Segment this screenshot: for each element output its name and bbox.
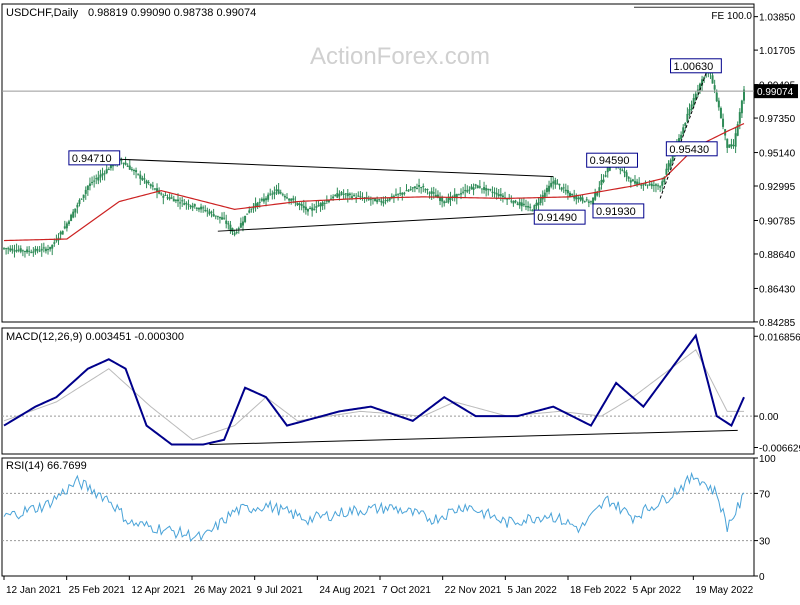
x-tick-label: 26 May 2021 (194, 585, 252, 596)
price-annotation-box (68, 150, 121, 166)
price-ytick-label: 0.95140 (759, 149, 796, 160)
price-annotation-label: 1.00630 (674, 61, 714, 73)
moving-average-line (3, 122, 745, 242)
price-annotation-box (670, 58, 722, 74)
price-ytick-label: 1.01705 (759, 46, 796, 57)
macd-title: MACD(12,26,9) 0.003451 -0.000300 (6, 331, 184, 343)
price-annotation-box (586, 152, 638, 168)
price-ytick-label: 0.97350 (759, 114, 796, 125)
price-annotation-box (665, 141, 718, 157)
macd-ytick-label: -0.006629 (759, 444, 800, 455)
x-tick-label: 5 Jan 2022 (507, 585, 557, 596)
price-ytick-label: 1.03850 (759, 13, 796, 24)
rsi-ytick-label: 70 (759, 489, 771, 500)
rsi-title: RSI(14) 66.7699 (6, 460, 87, 472)
rsi-ytick-label: 30 (759, 537, 771, 548)
trendline (217, 212, 545, 232)
x-tick-label: 18 Feb 2022 (570, 585, 627, 596)
rsi-pane-frame (1, 457, 755, 577)
current-price-tag-label: 0.99074 (757, 87, 794, 98)
price-annotation-box (592, 203, 645, 219)
x-tick-label: 22 Nov 2021 (445, 585, 502, 596)
price-ytick-label: 0.92995 (759, 182, 796, 193)
fe-label: FE 100.0 (711, 11, 752, 22)
x-tick-label: 25 Feb 2021 (69, 585, 126, 596)
macd-ytick-label: 0.00 (759, 412, 779, 423)
x-tick-label: 12 Jan 2021 (6, 585, 61, 596)
macd-line (3, 333, 745, 446)
x-tick-label: 7 Oct 2021 (382, 585, 431, 596)
price-ytick-label: 0.88640 (759, 250, 796, 261)
rsi-line (3, 471, 745, 543)
rsi-ytick-label: 100 (759, 454, 776, 465)
watermark: ActionForex.com (310, 43, 490, 70)
price-annotation-label: 0.91490 (537, 212, 577, 224)
macd-signal-line (3, 349, 744, 441)
macd-ytick-label: 0.016856 (759, 332, 800, 343)
current-price-tag (754, 84, 798, 99)
rsi-ytick-label: 0 (759, 572, 765, 583)
trendline (659, 66, 709, 199)
price-annotation-label: 0.95430 (669, 144, 709, 156)
price-ytick-label: 0.90785 (759, 216, 796, 227)
x-tick-label: 24 Aug 2021 (319, 585, 376, 596)
x-tick-label: 5 Apr 2022 (633, 585, 682, 596)
price-annotation-label: 0.94710 (72, 153, 112, 165)
ohlc-header: 0.98819 0.99090 0.98738 0.99074 (88, 7, 256, 19)
price-chart-title: USDCHF,Daily (6, 7, 79, 19)
macd-pane-frame (1, 327, 755, 455)
price-annotation-box (533, 209, 586, 225)
x-tick-label: 19 May 2022 (695, 585, 753, 596)
price-annotation-label: 0.94590 (590, 155, 630, 167)
price-ytick-label: 0.84285 (759, 318, 796, 329)
macd-trendline (209, 429, 738, 446)
trendline (119, 158, 554, 178)
price-annotation-label: 0.91930 (596, 206, 636, 218)
x-tick-label: 12 Apr 2021 (131, 585, 185, 596)
price-ytick-label: 0.86430 (759, 284, 796, 295)
x-tick-label: 9 Jul 2021 (257, 585, 304, 596)
price-pane-frame (1, 3, 755, 323)
